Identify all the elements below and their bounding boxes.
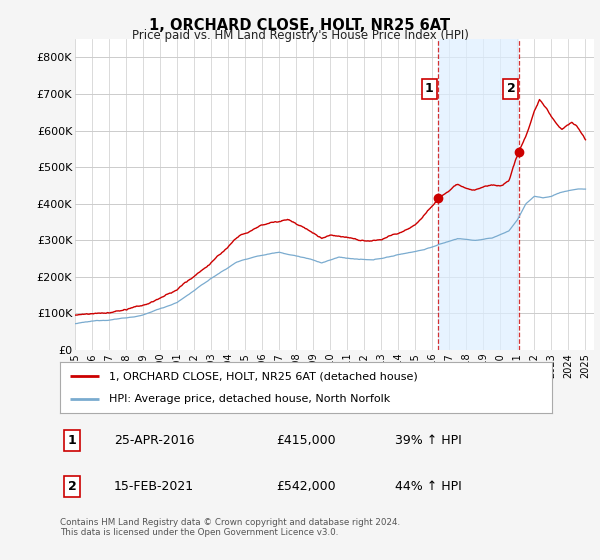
Text: 1, ORCHARD CLOSE, HOLT, NR25 6AT (detached house): 1, ORCHARD CLOSE, HOLT, NR25 6AT (detach… [109,371,418,381]
Text: Contains HM Land Registry data © Crown copyright and database right 2024.
This d: Contains HM Land Registry data © Crown c… [60,518,400,538]
Text: £542,000: £542,000 [277,480,336,493]
Text: HPI: Average price, detached house, North Norfolk: HPI: Average price, detached house, Nort… [109,394,391,404]
Text: Price paid vs. HM Land Registry's House Price Index (HPI): Price paid vs. HM Land Registry's House … [131,29,469,42]
Text: 39% ↑ HPI: 39% ↑ HPI [395,434,461,447]
Text: 15-FEB-2021: 15-FEB-2021 [114,480,194,493]
Text: 1: 1 [68,434,77,447]
Text: 25-APR-2016: 25-APR-2016 [114,434,194,447]
Text: 44% ↑ HPI: 44% ↑ HPI [395,480,461,493]
Bar [438,39,520,350]
Text: 2: 2 [506,82,515,95]
Text: £415,000: £415,000 [277,434,336,447]
Text: 2: 2 [68,480,77,493]
Text: 1, ORCHARD CLOSE, HOLT, NR25 6AT: 1, ORCHARD CLOSE, HOLT, NR25 6AT [149,18,451,33]
Text: 1: 1 [425,82,434,95]
